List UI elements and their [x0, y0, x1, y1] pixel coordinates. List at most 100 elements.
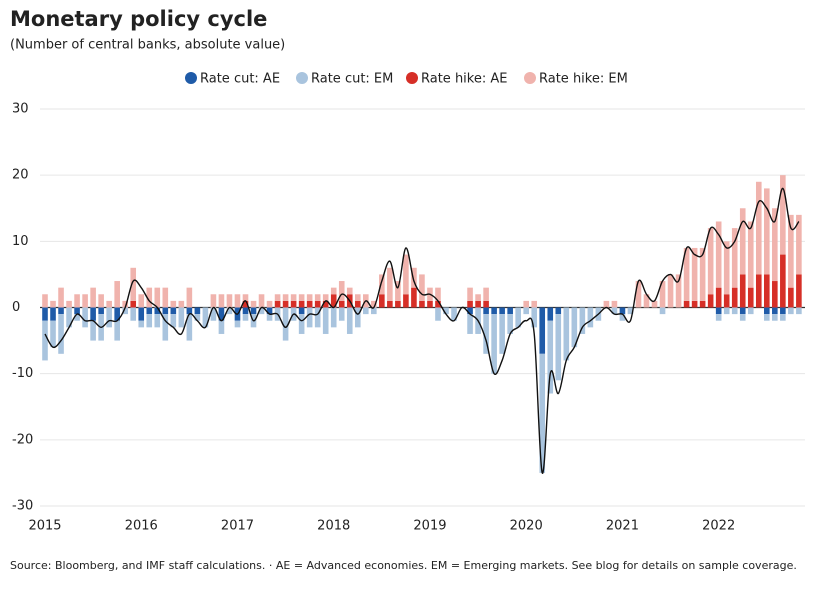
bar	[659, 281, 666, 308]
bar	[354, 300, 361, 308]
bar	[483, 287, 489, 301]
bar	[772, 307, 778, 315]
bar	[298, 300, 305, 308]
bar	[475, 294, 481, 301]
bar	[138, 294, 145, 308]
bar	[796, 274, 802, 308]
bar	[723, 294, 730, 308]
bar	[523, 300, 529, 308]
bar	[715, 314, 722, 321]
bar	[683, 300, 690, 308]
y-tick-label: 0	[12, 300, 20, 315]
bar	[178, 300, 185, 308]
bar	[114, 281, 120, 308]
bar	[475, 300, 481, 308]
bar	[162, 287, 169, 308]
bar	[170, 307, 177, 315]
y-tick-label: -10	[12, 366, 33, 381]
y-tick-label: 10	[12, 234, 29, 249]
bar	[162, 314, 169, 341]
legend-swatch	[296, 72, 308, 84]
bar	[435, 300, 441, 308]
bar	[780, 307, 786, 315]
bar	[491, 314, 497, 374]
bar	[42, 294, 48, 308]
bar	[483, 300, 489, 308]
bar	[587, 307, 594, 328]
bar	[346, 307, 353, 334]
bar	[699, 300, 706, 308]
x-tick-label: 2017	[221, 519, 254, 534]
bar	[146, 314, 153, 328]
bar	[499, 314, 505, 354]
legend-swatch	[524, 72, 536, 84]
bar	[780, 175, 786, 255]
bar	[330, 287, 337, 295]
bar	[194, 307, 201, 315]
bar	[138, 307, 145, 321]
bar	[483, 307, 489, 315]
bar	[258, 307, 265, 315]
bar	[755, 274, 762, 308]
bar	[138, 320, 145, 328]
bar	[66, 300, 72, 308]
chart-title: Monetary policy cycle	[10, 7, 267, 31]
bar	[555, 314, 562, 381]
bar	[443, 307, 449, 315]
bar	[330, 294, 337, 308]
bar	[282, 300, 289, 308]
bar	[715, 221, 722, 288]
bar	[619, 307, 626, 315]
y-tick-label: 20	[12, 168, 29, 183]
bar	[322, 300, 329, 308]
bar	[507, 314, 513, 334]
bar	[130, 300, 137, 308]
bar	[427, 300, 433, 308]
bar	[266, 300, 273, 308]
bar	[130, 267, 137, 301]
x-tick-label: 2016	[125, 519, 158, 534]
bar	[90, 287, 96, 308]
source-note: Source: Bloomberg, and IMF staff calcula…	[10, 559, 797, 572]
bar	[395, 300, 401, 308]
bar	[42, 320, 48, 361]
bar	[50, 307, 56, 321]
bar	[731, 287, 738, 308]
legend-swatch	[406, 72, 418, 84]
bar	[82, 294, 88, 308]
bar	[764, 314, 770, 321]
bar	[723, 241, 730, 295]
bar	[715, 307, 722, 315]
bar	[499, 307, 505, 315]
bar	[764, 188, 770, 275]
net-line	[44, 187, 800, 474]
bar	[531, 300, 538, 308]
bar	[178, 307, 185, 328]
bar	[234, 320, 241, 328]
bar	[515, 307, 521, 328]
bar	[90, 320, 96, 341]
bar	[788, 287, 794, 308]
bar	[371, 300, 377, 308]
bar	[242, 314, 249, 321]
bar	[170, 314, 177, 328]
bar	[74, 307, 80, 315]
bar	[747, 221, 754, 288]
bar	[796, 307, 802, 315]
bar	[226, 294, 233, 308]
y-tick-label: 30	[12, 102, 29, 117]
bar	[322, 307, 329, 334]
bar	[739, 274, 746, 308]
bar	[338, 307, 345, 321]
bar	[403, 254, 409, 295]
bar	[788, 214, 794, 288]
bar	[154, 314, 161, 328]
bar	[50, 300, 56, 308]
x-tick-label: 2018	[317, 519, 350, 534]
bar	[772, 208, 778, 282]
bar	[363, 307, 369, 315]
legend-label: Rate cut: AE	[200, 72, 280, 87]
bar	[435, 307, 441, 321]
bar	[154, 307, 161, 315]
